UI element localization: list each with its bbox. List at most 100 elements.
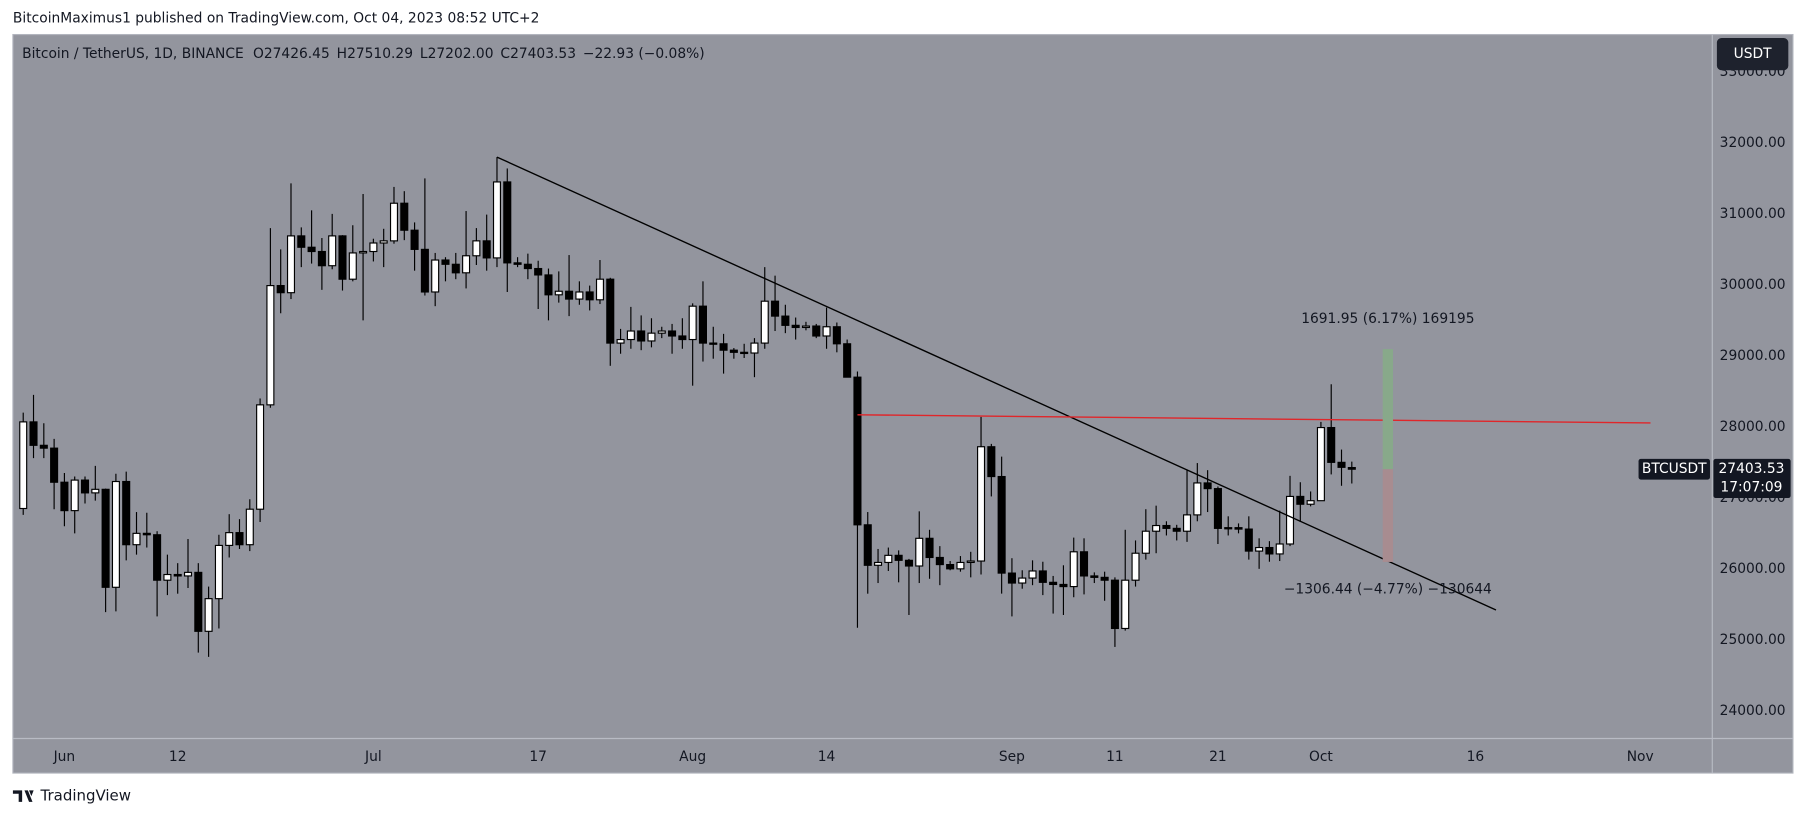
candle-body [328, 235, 337, 267]
candle-body [915, 537, 924, 567]
candle-body [1203, 482, 1212, 490]
candle-body [451, 263, 460, 274]
candle-body [1049, 581, 1058, 586]
candle-body [1285, 495, 1295, 545]
candle-body [492, 181, 502, 259]
candle-body [163, 573, 172, 581]
candle-body [565, 290, 574, 300]
candle-body [719, 343, 728, 351]
candle-body [19, 421, 28, 510]
candle-body [1018, 577, 1027, 584]
brand-logo: TradingView [12, 787, 131, 805]
candle-body [513, 262, 522, 265]
legend: Bitcoin / TetherUS, 1D, BINANCE O27426.45… [22, 46, 705, 62]
candle-body [544, 274, 553, 296]
candle-body [225, 532, 234, 546]
candle-body [1007, 572, 1016, 584]
candle-body [276, 285, 285, 294]
candle-body [379, 240, 388, 244]
x-tick-label: 12 [169, 749, 187, 765]
countdown-label: 17:07:09 [1720, 480, 1782, 496]
candle-body [1316, 426, 1325, 502]
candle-body [142, 532, 151, 536]
currency-label: USDT [1734, 46, 1773, 62]
candle-body [214, 544, 223, 600]
candle-body [400, 202, 409, 231]
y-tick-label: 28000.00 [1720, 419, 1786, 435]
candle-body [966, 560, 975, 564]
candle-body [616, 338, 625, 344]
y-tick-label: 25000.00 [1720, 632, 1786, 648]
candle-body [101, 488, 110, 588]
candle-body [791, 324, 800, 329]
candle-body [709, 342, 718, 345]
x-tick-label: 11 [1106, 749, 1124, 765]
candle-body [1224, 527, 1233, 530]
candle-body [750, 342, 759, 354]
candle-body [760, 300, 769, 344]
candle-body [348, 252, 357, 280]
candle-body [1121, 579, 1130, 630]
candle-body [183, 571, 193, 577]
legend-change: −22.93 (−0.08%) [583, 46, 705, 62]
candle-body [575, 291, 584, 300]
candle-body [1172, 527, 1181, 532]
candle-body [266, 285, 275, 406]
candle-body [832, 326, 841, 345]
legend-value: 27202.00 [428, 46, 494, 62]
candle-body [1069, 551, 1078, 588]
y-tick-label: 24000.00 [1720, 703, 1786, 719]
candle-body [1296, 495, 1305, 505]
candle-body [91, 488, 100, 494]
legend-title: Bitcoin / TetherUS, 1D, BINANCE [22, 46, 244, 62]
x-tick-label: Oct [1309, 749, 1333, 765]
legend-value: 27510.29 [347, 46, 413, 62]
candle-body [256, 404, 265, 510]
candle-body [554, 290, 563, 296]
trend-line [857, 414, 1651, 424]
candle-body [894, 554, 903, 561]
y-tick-label: 30000.00 [1720, 277, 1786, 293]
candle-body [410, 229, 419, 250]
candle-body [626, 330, 635, 341]
candle-body [204, 598, 213, 632]
price-tag [1713, 458, 1791, 499]
candle-body [843, 343, 852, 378]
candle-body [1255, 546, 1264, 552]
candle-body [1162, 524, 1171, 529]
candle-body [1182, 514, 1192, 532]
candle-body [431, 259, 440, 293]
stop-zone [1382, 469, 1394, 562]
candle-body [523, 263, 532, 270]
candle-body [286, 235, 296, 294]
x-tick-label: 16 [1467, 749, 1485, 765]
candle-body [534, 267, 543, 276]
candle-body [132, 532, 141, 546]
candle-body [235, 532, 244, 546]
x-tick-label: Jun [53, 749, 76, 765]
candle-body [668, 330, 677, 337]
y-tick-label: 31000.00 [1720, 206, 1786, 222]
currency-button[interactable] [1716, 38, 1789, 71]
candle-body [1100, 576, 1109, 581]
y-tick-label: 26000.00 [1720, 561, 1786, 577]
candle-body [338, 235, 347, 280]
candle-body [1080, 551, 1089, 577]
candle-body [39, 444, 48, 449]
candle-body [935, 556, 944, 566]
candle-body [606, 278, 615, 344]
candle-body [1275, 543, 1284, 555]
brand-icon [12, 790, 34, 802]
candle-body [194, 571, 203, 632]
symbol-tag [1638, 458, 1710, 480]
target-label: 1691.95 (6.17%) 169195 [1301, 311, 1474, 327]
candle-body [688, 305, 697, 341]
candle-body [853, 376, 862, 526]
plot-background [12, 33, 1794, 774]
candle-body [420, 248, 429, 293]
x-tick-label: 21 [1209, 749, 1227, 765]
candle-body [863, 524, 872, 566]
candle-body [1059, 583, 1068, 588]
candle-body [585, 291, 594, 301]
candle-body [389, 202, 399, 242]
